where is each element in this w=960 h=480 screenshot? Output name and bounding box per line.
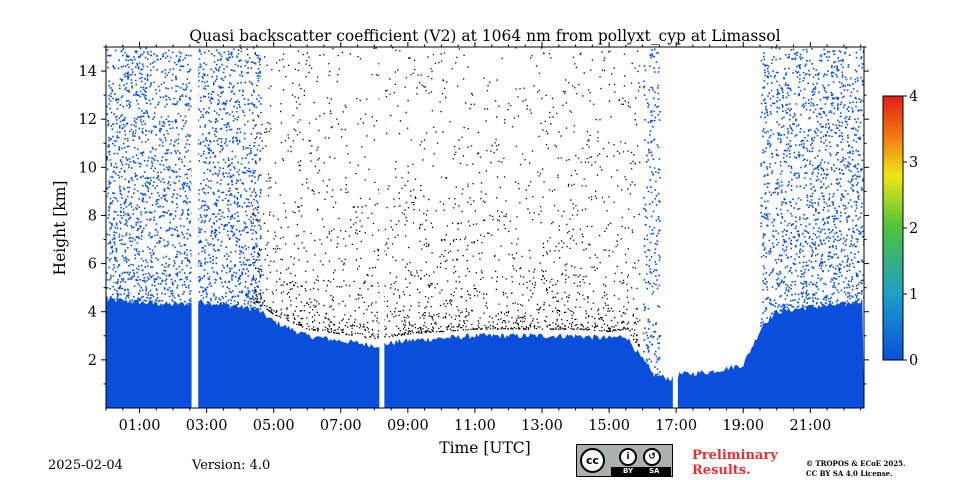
- copyright-line-1: © TROPOS & ECoE 2025.: [806, 459, 906, 468]
- colorbar: [882, 95, 904, 361]
- y-tick-label: 6: [88, 257, 97, 273]
- y-axis-label: Height [km]: [51, 181, 69, 276]
- x-tick-label: 15:00: [588, 418, 630, 434]
- colorbar-tick-label: 0: [909, 353, 918, 369]
- preliminary-line-2: Results.: [692, 463, 751, 478]
- x-tick-label: 21:00: [789, 418, 831, 434]
- x-tick-label: 01:00: [119, 418, 161, 434]
- preliminary-notice: Preliminary Results.: [692, 448, 778, 478]
- colorbar-axis: 0 1 2 3 4: [903, 89, 918, 369]
- y-tick-label: 4: [88, 305, 97, 321]
- chart-title: Quasi backscatter coefficient (V2) at 10…: [189, 27, 780, 45]
- plot-frame: [105, 46, 865, 409]
- colorbar-tick-label: 1: [909, 287, 918, 303]
- cc-license-badge: cc i ↺ BY SA: [576, 444, 673, 477]
- y-tick-label: 8: [88, 208, 97, 224]
- colorbar-tick-label: 4: [909, 89, 918, 105]
- noise-layer: [106, 47, 864, 376]
- x-tick-label: 17:00: [655, 418, 697, 434]
- date-label: 2025-02-04: [48, 458, 123, 473]
- x-tick-label: 09:00: [387, 418, 429, 434]
- preliminary-line-1: Preliminary: [692, 448, 778, 463]
- y-tick-label: 14: [79, 64, 97, 80]
- y-axis: 2 4 6 8 10 12 14: [79, 46, 869, 385]
- cloud-speckle: [250, 47, 641, 347]
- attribution-icon: i: [619, 448, 637, 466]
- x-tick-label: 07:00: [320, 418, 362, 434]
- data-gap: [379, 47, 385, 408]
- colorbar-tick-label: 3: [909, 155, 918, 171]
- colorbar-tick-label: 2: [909, 221, 918, 237]
- sa-label: SA: [649, 467, 660, 475]
- x-axis-label: Time [UTC]: [439, 439, 530, 457]
- x-tick-label: 03:00: [186, 418, 228, 434]
- y-tick-label: 2: [88, 353, 97, 369]
- plot-area: [106, 47, 864, 408]
- data-gap: [672, 47, 678, 408]
- data-gap: [191, 47, 199, 408]
- x-tick-label: 05:00: [253, 418, 295, 434]
- share-alike-icon: ↺: [643, 448, 661, 466]
- y-tick-label: 10: [79, 160, 97, 176]
- version-label: Version: 4.0: [192, 458, 271, 473]
- cc-icon: cc: [580, 448, 605, 473]
- aerosol-layer: [106, 297, 864, 408]
- x-tick-label: 11:00: [454, 418, 496, 434]
- x-tick-label: 19:00: [722, 418, 764, 434]
- license-strip: BY SA: [611, 467, 671, 476]
- copyright-line-2: CC BY SA 4.0 License.: [806, 469, 893, 478]
- by-label: BY: [623, 467, 634, 475]
- copyright-notice: © TROPOS & ECoE 2025. CC BY SA 4.0 Licen…: [806, 459, 905, 479]
- x-axis: 01:00 03:00 05:00 07:00 09:00 11:00 13:00 15:00…: [105, 42, 862, 434]
- x-tick-label: 13:00: [521, 418, 563, 434]
- y-tick-label: 12: [79, 112, 97, 128]
- data-gaps: [191, 47, 678, 408]
